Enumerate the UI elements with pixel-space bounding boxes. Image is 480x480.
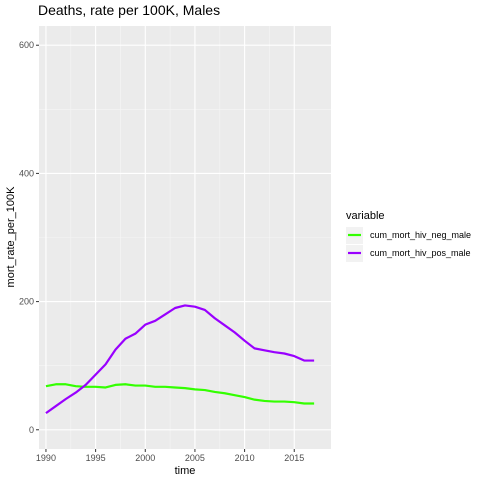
series-lines	[45, 304, 315, 415]
y-tick-label: 0	[29, 425, 34, 435]
legend-label-cum_mort_hiv_pos_male: cum_mort_hiv_pos_male	[370, 248, 471, 258]
y-axis-title: mort_rate_per_100K	[5, 186, 17, 288]
legend: variable cum_mort_hiv_neg_male cum_mort_h…	[346, 210, 471, 262]
x-tick-label: 2015	[284, 453, 304, 463]
x-axis-title: time	[175, 465, 196, 477]
chart-title: Deaths, rate per 100K, Males	[38, 2, 220, 18]
y-axis-ticks: 0 200 400 600	[19, 40, 39, 435]
y-tick-label: 600	[19, 40, 34, 50]
x-tick-label: 2005	[185, 453, 205, 463]
x-tick-label: 1990	[36, 453, 56, 463]
x-tick-label: 2000	[135, 453, 155, 463]
x-tick-label: 1995	[86, 453, 106, 463]
legend-label-cum_mort_hiv_neg_male: cum_mort_hiv_neg_male	[370, 230, 471, 240]
major-gridlines	[39, 26, 331, 449]
x-axis-ticks: 1990 1995 2000 2005 2010 2015	[36, 449, 304, 463]
minor-gridlines	[39, 26, 331, 449]
series-line-cum_mort_hiv_neg_male	[45, 383, 315, 405]
legend-title: variable	[346, 210, 385, 222]
series-line-cum_mort_hiv_pos_male	[45, 304, 315, 415]
y-tick-label: 400	[19, 168, 34, 178]
y-tick-label: 200	[19, 297, 34, 307]
x-tick-label: 2010	[235, 453, 255, 463]
